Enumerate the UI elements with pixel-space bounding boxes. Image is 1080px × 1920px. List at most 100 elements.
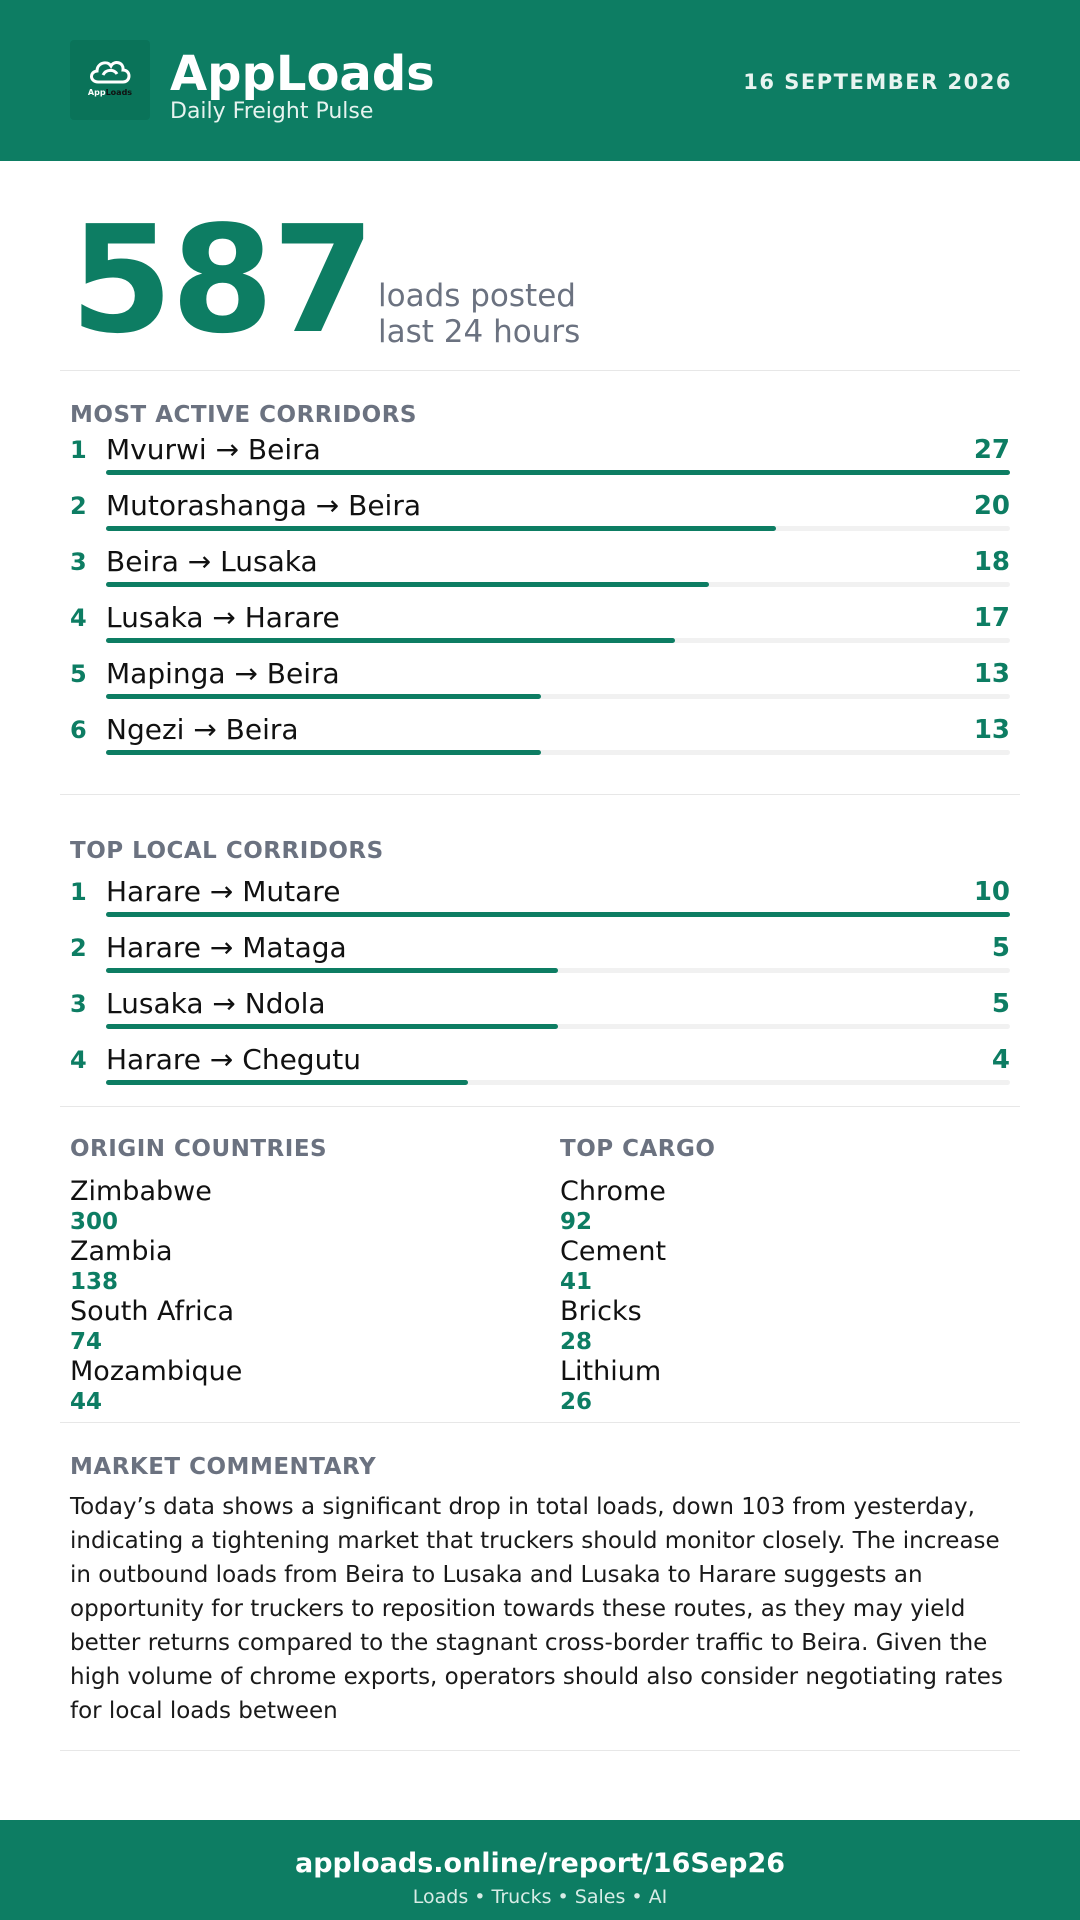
progress-track bbox=[106, 582, 1010, 587]
progress-fill bbox=[106, 968, 558, 973]
total-loads-value: 587 bbox=[70, 194, 375, 366]
progress-track bbox=[106, 750, 1010, 755]
load-count: 17 bbox=[973, 603, 1010, 633]
load-count: 13 bbox=[973, 659, 1010, 689]
corridor-route: Lusaka → Harare bbox=[106, 601, 340, 634]
most-active-row: 6 Ngezi → Beira 13 bbox=[70, 712, 1010, 768]
rank-number: 2 bbox=[70, 934, 87, 962]
stat-name: Zimbabwe bbox=[70, 1176, 212, 1207]
divider bbox=[60, 1106, 1020, 1107]
stat-value: 92 bbox=[560, 1209, 593, 1235]
most-active-row: 5 Mapinga → Beira 13 bbox=[70, 656, 1010, 712]
corridor-route: Beira → Lusaka bbox=[106, 545, 318, 578]
total-loads-label-line1: loads posted bbox=[378, 278, 576, 314]
rank-number: 4 bbox=[70, 604, 87, 632]
top-cargo-list: Chrome 92 Cement 41 Bricks 28 Lithium 26 bbox=[560, 1176, 1000, 1416]
origin-countries-section: ORIGIN COUNTRIES Zimbabwe 300 Zambia 138 Sou… bbox=[70, 1136, 510, 1416]
commentary-text: Today’s data shows a significant drop in… bbox=[70, 1494, 1003, 1724]
rank-number: 5 bbox=[70, 660, 87, 688]
corridor-route: Mapinga → Beira bbox=[106, 657, 340, 690]
rank-number: 1 bbox=[70, 436, 87, 464]
stat-name: Lithium bbox=[560, 1356, 662, 1387]
stat-value: 28 bbox=[560, 1329, 593, 1355]
logo-wordmark: AppLoads bbox=[87, 88, 133, 97]
progress-track bbox=[106, 638, 1010, 643]
rank-number: 3 bbox=[70, 548, 87, 576]
most-active-row: 1 Mvurwi → Beira 27 bbox=[70, 432, 1010, 488]
progress-track bbox=[106, 526, 1010, 531]
rank-number: 1 bbox=[70, 878, 87, 906]
origin-countries-title: ORIGIN COUNTRIES bbox=[70, 1136, 328, 1162]
load-count: 4 bbox=[991, 1045, 1010, 1075]
progress-track bbox=[106, 912, 1010, 917]
divider bbox=[60, 794, 1020, 795]
progress-track bbox=[106, 694, 1010, 699]
progress-track bbox=[106, 1080, 1010, 1085]
cloud-icon bbox=[90, 61, 131, 84]
total-loads-label: loads posted last 24 hours bbox=[378, 278, 580, 350]
progress-fill bbox=[106, 750, 542, 755]
most-active-row: 3 Beira → Lusaka 18 bbox=[70, 544, 1010, 600]
corridor-route: Lusaka → Ndola bbox=[106, 987, 326, 1020]
most-active-title: MOST ACTIVE CORRIDORS bbox=[70, 402, 417, 428]
load-count: 27 bbox=[973, 435, 1010, 465]
report-date: 16 SEPTEMBER 2026 bbox=[743, 70, 1012, 94]
corridor-route: Harare → Mutare bbox=[106, 875, 341, 908]
rank-number: 4 bbox=[70, 1046, 87, 1074]
divider bbox=[60, 370, 1020, 371]
top-local-row: 4 Harare → Chegutu 4 bbox=[70, 1042, 1010, 1098]
stat-name: Chrome bbox=[560, 1176, 666, 1207]
most-active-row: 4 Lusaka → Harare 17 bbox=[70, 600, 1010, 656]
report-link[interactable]: apploads.online/report/16Sep26 bbox=[294, 1848, 786, 1879]
stat-value: 26 bbox=[560, 1389, 593, 1415]
progress-fill bbox=[106, 526, 776, 531]
header-banner: AppLoads AppLoads Daily Freight Pulse 16… bbox=[0, 0, 1080, 161]
footer-tagline: Loads • Trucks • Sales • AI bbox=[412, 1886, 668, 1908]
progress-track bbox=[106, 1024, 1010, 1029]
stat-value: 44 bbox=[70, 1389, 103, 1415]
corridor-route: Harare → Mataga bbox=[106, 931, 347, 964]
progress-fill bbox=[106, 638, 676, 643]
progress-track bbox=[106, 470, 1010, 475]
top-local-row: 3 Lusaka → Ndola 5 bbox=[70, 986, 1010, 1042]
top-cargo-section: TOP CARGO Chrome 92 Cement 41 Bricks 28 Lithiu… bbox=[560, 1136, 1000, 1416]
progress-track bbox=[106, 968, 1010, 973]
load-count: 18 bbox=[973, 547, 1010, 577]
footer-banner: apploads.online/report/16Sep26 Loads • T… bbox=[0, 1820, 1080, 1920]
stat-value: 74 bbox=[70, 1329, 103, 1355]
divider bbox=[60, 1422, 1020, 1423]
top-cargo-title: TOP CARGO bbox=[560, 1136, 716, 1162]
load-count: 5 bbox=[991, 933, 1010, 963]
total-loads-label-line2: last 24 hours bbox=[378, 314, 581, 350]
stat-name: Mozambique bbox=[70, 1356, 243, 1387]
corridor-route: Harare → Chegutu bbox=[106, 1043, 362, 1076]
progress-fill bbox=[106, 470, 1010, 475]
divider bbox=[60, 1750, 1020, 1751]
most-active-row: 2 Mutorashanga → Beira 20 bbox=[70, 488, 1010, 544]
stat-name: Zambia bbox=[70, 1236, 173, 1267]
progress-fill bbox=[106, 1080, 468, 1085]
top-local-title: TOP LOCAL CORRIDORS bbox=[70, 838, 384, 864]
stat-name: South Africa bbox=[70, 1296, 235, 1327]
load-count: 20 bbox=[973, 491, 1010, 521]
load-count: 10 bbox=[973, 877, 1010, 907]
tagline: Daily Freight Pulse bbox=[170, 99, 374, 124]
rank-number: 6 bbox=[70, 716, 87, 744]
top-local-row: 2 Harare → Mataga 5 bbox=[70, 930, 1010, 986]
progress-fill bbox=[106, 1024, 558, 1029]
load-count: 5 bbox=[991, 989, 1010, 1019]
corridor-route: Ngezi → Beira bbox=[106, 713, 299, 746]
progress-fill bbox=[106, 694, 542, 699]
corridor-route: Mvurwi → Beira bbox=[106, 433, 321, 466]
stat-value: 41 bbox=[560, 1269, 593, 1295]
corridor-route: Mutorashanga → Beira bbox=[106, 489, 421, 522]
commentary-title: MARKET COMMENTARY bbox=[70, 1454, 377, 1480]
rank-number: 3 bbox=[70, 990, 87, 1018]
stat-name: Cement bbox=[560, 1236, 667, 1267]
load-count: 13 bbox=[973, 715, 1010, 745]
origin-countries-list: Zimbabwe 300 Zambia 138 South Africa 74 Mozamb… bbox=[70, 1176, 510, 1416]
stat-value: 300 bbox=[70, 1209, 119, 1235]
top-local-row: 1 Harare → Mutare 10 bbox=[70, 874, 1010, 930]
progress-fill bbox=[106, 912, 1010, 917]
stat-value: 138 bbox=[70, 1269, 119, 1295]
